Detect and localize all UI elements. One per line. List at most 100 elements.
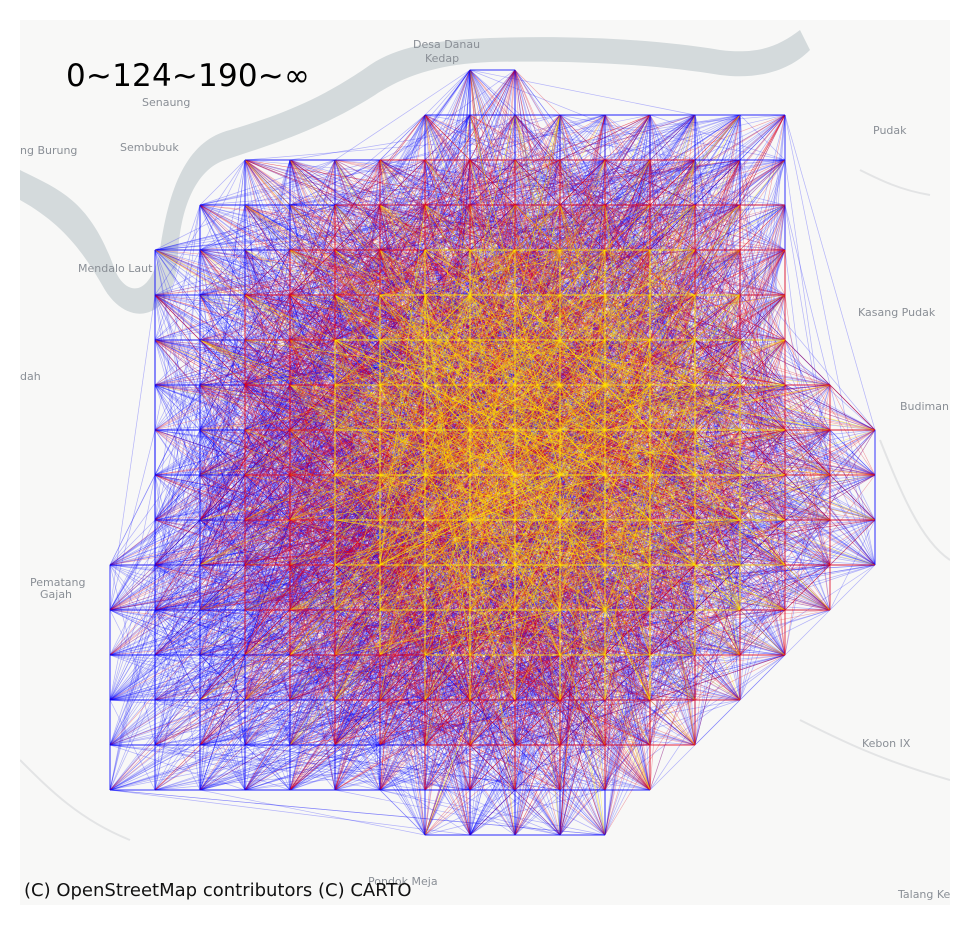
flow-edge [199, 114, 606, 251]
flow-edge [109, 654, 516, 701]
flow-edge [154, 429, 471, 476]
flow-edge [154, 564, 381, 701]
flow-edge [244, 249, 741, 566]
flow-edge [424, 159, 471, 656]
flow-edge [109, 699, 246, 746]
flow-edge [469, 114, 786, 431]
flow-edge [199, 249, 696, 566]
flow-edge [244, 384, 381, 701]
flow-edge [289, 159, 606, 206]
flow-edge [469, 384, 516, 521]
flow-edge [334, 564, 651, 611]
flow-edge [334, 384, 471, 611]
flow-edge [424, 474, 831, 701]
flow-edge [334, 294, 741, 521]
place-labels: Desa Danau Kedap Senaung Pudak ng Burung… [20, 38, 950, 901]
flow-edge [199, 204, 516, 791]
flow-edge [424, 159, 741, 386]
flow-edge [334, 159, 471, 746]
flow-edge [334, 159, 471, 386]
flow-edge [469, 294, 786, 431]
flow-edge [514, 249, 741, 566]
flow-edge [289, 159, 336, 656]
flow-edge [289, 204, 696, 251]
place-label: Pematang [30, 576, 85, 589]
flow-edge [199, 429, 426, 566]
flow-edge [199, 249, 246, 386]
flow-edge [154, 114, 471, 521]
flow-edge [649, 654, 786, 791]
flow-edge [559, 114, 786, 251]
flow-edge [739, 114, 786, 161]
flow-edge [244, 654, 291, 701]
flow-edge [244, 339, 381, 656]
network-edges [109, 69, 876, 836]
flow-edge [154, 609, 651, 656]
flow-edge [154, 294, 561, 521]
flow-edge [244, 339, 381, 386]
flow-edge [154, 249, 651, 476]
place-label: dah [20, 370, 41, 383]
flow-edge [289, 159, 426, 296]
flow-edge [469, 294, 876, 521]
flow-edge [514, 384, 741, 611]
flow-edge [199, 294, 786, 611]
flow-edge [244, 159, 471, 566]
flow-edge [154, 609, 291, 656]
flow-edge [469, 429, 786, 746]
flow-edge [244, 339, 741, 566]
flow-edge [154, 384, 381, 701]
flow-edge [379, 654, 516, 791]
flow-edge [739, 564, 786, 611]
flow-edge [109, 564, 336, 701]
flow-edge [334, 204, 381, 251]
flow-edge [334, 159, 651, 656]
flow-edge [514, 384, 741, 701]
flow-edge [199, 609, 426, 746]
flow-edge [649, 429, 876, 566]
flow-edge [604, 564, 651, 701]
flow-edge [109, 609, 246, 656]
flow-edge [514, 114, 651, 341]
flow-edge [604, 159, 651, 296]
flow-edge [334, 429, 831, 566]
flow-edge [199, 654, 696, 701]
flow-edge [424, 384, 741, 701]
flow-edge [244, 249, 381, 566]
flow-edge [244, 249, 291, 476]
flow-edge [334, 474, 561, 791]
flow-edge [514, 519, 741, 566]
flow-edge [199, 339, 516, 656]
flow-edge [199, 789, 426, 836]
flow-edge [154, 249, 471, 476]
flow-edge [199, 699, 336, 746]
flow-edge [649, 159, 786, 566]
flow-edge [379, 204, 786, 341]
flow-edge [244, 249, 381, 386]
flow-edge [154, 519, 291, 746]
flow-edge [559, 114, 606, 521]
flow-edge [199, 114, 426, 341]
flow-edge [199, 339, 516, 746]
flow-edge [379, 159, 786, 566]
flow-edge [289, 429, 606, 746]
road [20, 169, 950, 841]
flow-edge [199, 429, 246, 746]
flow-edge [424, 114, 741, 251]
flow-edge [469, 339, 606, 566]
map-canvas[interactable]: Desa Danau Kedap Senaung Pudak ng Burung… [20, 20, 950, 905]
flow-edge [154, 474, 741, 701]
flow-edge [514, 609, 741, 656]
flow-edge [469, 429, 516, 566]
flow-edge [199, 294, 516, 701]
flow-edge [154, 294, 381, 791]
flow-edge [244, 294, 741, 521]
flow-edge [199, 204, 696, 701]
flow-edge [649, 474, 876, 611]
flow-edge [334, 564, 381, 611]
flow-edge [334, 384, 831, 431]
flow-edge [109, 519, 426, 746]
flow-edge [109, 474, 876, 611]
flow-edge [244, 384, 471, 791]
flow-edge [289, 204, 786, 611]
